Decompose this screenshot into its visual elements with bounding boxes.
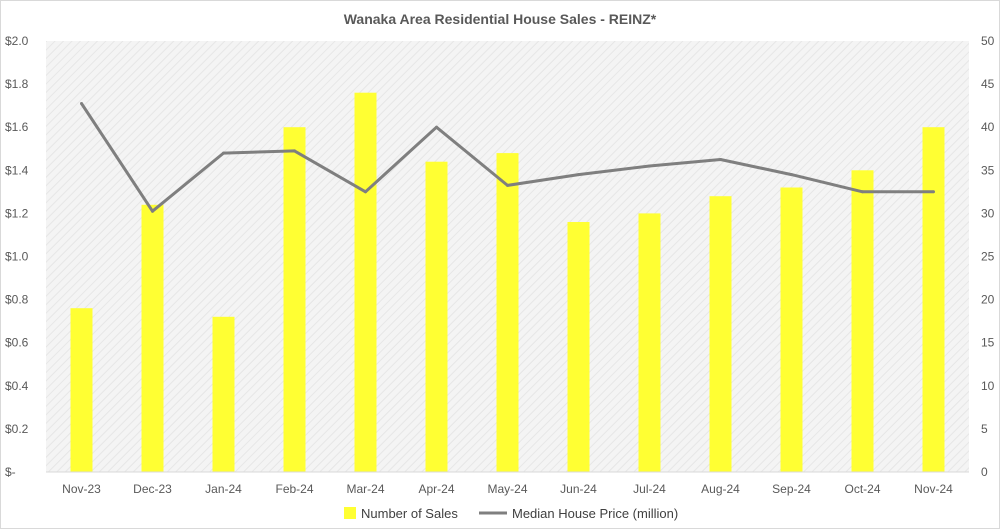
right-tick-label: 15 — [981, 336, 995, 350]
median-price-point-dec-23 — [151, 209, 154, 213]
x-tick-label: Apr-24 — [418, 482, 454, 496]
x-tick-label: Sep-24 — [772, 482, 811, 496]
x-tick-label: Dec-23 — [133, 482, 172, 496]
right-tick-label: 40 — [981, 120, 995, 134]
x-tick-label: Feb-24 — [275, 482, 313, 496]
x-tick-label: Jul-24 — [633, 482, 666, 496]
bar-dec-23 — [141, 204, 164, 473]
median-price-point-nov-23 — [80, 102, 83, 105]
chart-title: Wanaka Area Residential House Sales - RE… — [344, 11, 657, 27]
x-tick-label: May-24 — [487, 482, 527, 496]
bar-jan-24 — [212, 316, 235, 472]
x-tick-label: Nov-23 — [62, 482, 101, 496]
right-tick-label: 35 — [981, 163, 995, 177]
bar-sep-24 — [780, 187, 803, 472]
right-tick-label: 20 — [981, 293, 995, 307]
x-tick-label: Aug-24 — [701, 482, 740, 496]
x-axis: Nov-23 Dec-23 Jan-24 Feb-24 Mar-24 Apr-24 May-… — [46, 471, 969, 496]
left-tick-label: $0.6 — [5, 336, 29, 350]
bar-nov-24 — [922, 127, 945, 472]
x-tick-label: Jun-24 — [560, 482, 597, 496]
median-price-point-jan-24 — [222, 151, 225, 155]
left-axis: $- $0.2 $0.4 $0.6 $0.8 $1.0 $1.2 $1.4 $1.6 $1.8 $2… — [5, 34, 29, 479]
bar-feb-24 — [283, 127, 306, 472]
legend-label-median-house-price: Median House Price (million) — [512, 506, 678, 521]
left-tick-label: $2.0 — [5, 34, 29, 48]
median-price-point-jun-24 — [577, 173, 580, 177]
bar-aug-24 — [709, 196, 732, 472]
bar-jun-24 — [567, 222, 590, 472]
median-price-point-nov-24 — [932, 190, 935, 194]
x-tick-label: Jan-24 — [205, 482, 242, 496]
median-price-point-apr-24 — [435, 125, 438, 129]
line-layer — [80, 102, 935, 213]
right-tick-label: 10 — [981, 379, 995, 393]
median-price-point-jul-24 — [648, 164, 651, 168]
legend-swatch-number-of-sales — [344, 507, 356, 519]
right-axis: 0 5 10 15 20 25 30 35 40 45 50 — [981, 34, 995, 479]
bar-jul-24 — [638, 213, 661, 472]
left-tick-label: $1.4 — [5, 163, 29, 177]
bar-mar-24 — [354, 92, 377, 472]
legend-label-number-of-sales: Number of Sales — [361, 506, 458, 521]
left-tick-label: $0.8 — [5, 293, 29, 307]
left-tick-label: $1.2 — [5, 206, 29, 220]
x-tick-label: Oct-24 — [844, 482, 880, 496]
bar-may-24 — [496, 153, 519, 472]
median-price-point-mar-24 — [364, 190, 367, 194]
x-tick-label: Mar-24 — [346, 482, 384, 496]
left-tick-label: $1.8 — [5, 77, 29, 91]
median-price-point-feb-24 — [293, 149, 296, 153]
bar-nov-23 — [70, 308, 93, 472]
right-tick-label: 0 — [981, 465, 988, 479]
median-price-point-may-24 — [506, 183, 509, 187]
bar-oct-24 — [851, 170, 874, 473]
left-tick-label: $0.4 — [5, 379, 29, 393]
left-tick-label: $1.0 — [5, 250, 29, 264]
median-price-point-aug-24 — [719, 158, 722, 161]
median-price-point-oct-24 — [861, 190, 864, 194]
bar-apr-24 — [425, 161, 448, 472]
right-tick-label: 30 — [981, 206, 995, 220]
legend: Number of Sales Median House Price (mill… — [344, 506, 678, 521]
right-tick-label: 50 — [981, 34, 995, 48]
x-tick-label: Nov-24 — [914, 482, 953, 496]
median-price-point-sep-24 — [790, 173, 793, 177]
left-tick-label: $0.2 — [5, 422, 29, 436]
right-tick-label: 45 — [981, 77, 995, 91]
right-tick-label: 5 — [981, 422, 988, 436]
right-tick-label: 25 — [981, 250, 995, 264]
left-tick-label: $- — [5, 465, 16, 479]
left-tick-label: $1.6 — [5, 120, 29, 134]
